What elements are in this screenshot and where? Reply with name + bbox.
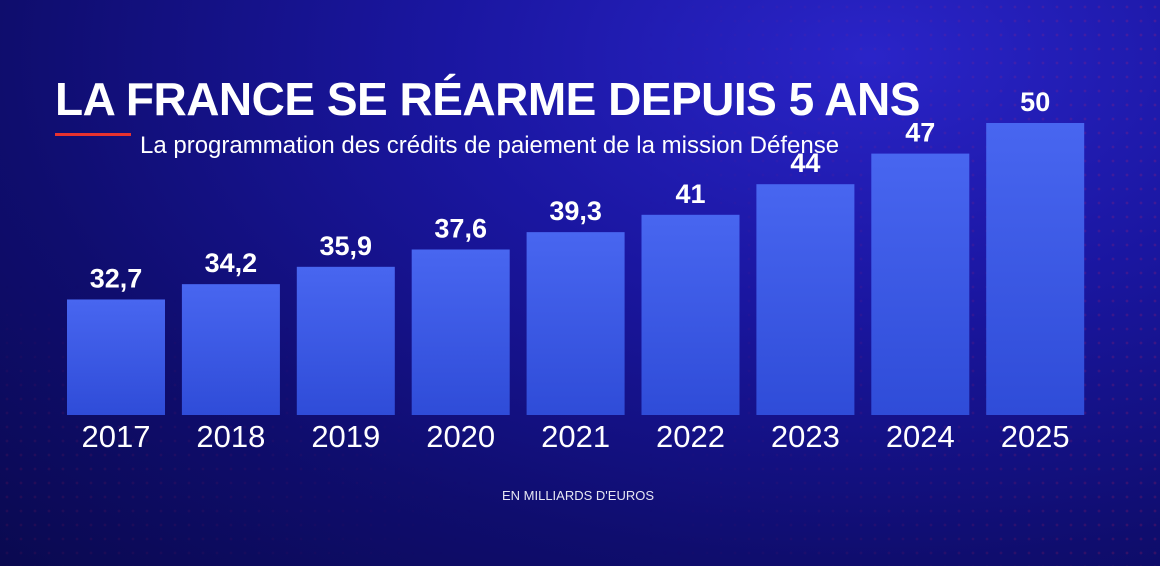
value-label-2025: 50 [1020,87,1050,117]
tick-label-2021: 2021 [541,419,610,454]
bar-2025 [986,123,1085,415]
value-label-2018: 34,2 [205,248,258,278]
bar-2017 [67,299,165,415]
bar-2018 [181,284,280,415]
chart-title: LA FRANCE SE RÉARME DEPUIS 5 ANS [55,73,920,125]
tick-label-2025: 2025 [1001,419,1070,454]
tick-label-2020: 2020 [426,419,495,454]
value-label-2021: 39,3 [549,196,602,226]
title-accent-line [55,133,131,136]
value-label-2020: 37,6 [434,213,487,243]
value-label-2022: 41 [675,179,705,209]
bar-2022 [641,214,740,415]
tick-label-2022: 2022 [656,419,725,454]
value-label-2019: 35,9 [320,231,373,261]
tick-label-2017: 2017 [82,419,151,454]
unit-label-text: EN MILLIARDS D'EUROS [501,488,654,503]
unit-label: EN MILLIARDS D'EUROS [0,488,1160,503]
bar-2024 [871,153,970,415]
value-label-2024: 47 [905,118,935,148]
bar-2023 [756,184,855,415]
bar-2019 [296,266,395,415]
bar-2020 [411,249,510,415]
tick-label-2023: 2023 [771,419,840,454]
bar-2021 [526,232,625,415]
tick-label-2018: 2018 [196,419,265,454]
tick-label-2024: 2024 [886,419,955,454]
tick-label-2019: 2019 [311,419,380,454]
value-label-2017: 32,7 [90,263,143,293]
chart-subtitle: La programmation des crédits de paiement… [140,132,840,159]
value-label-2023: 44 [790,148,820,178]
